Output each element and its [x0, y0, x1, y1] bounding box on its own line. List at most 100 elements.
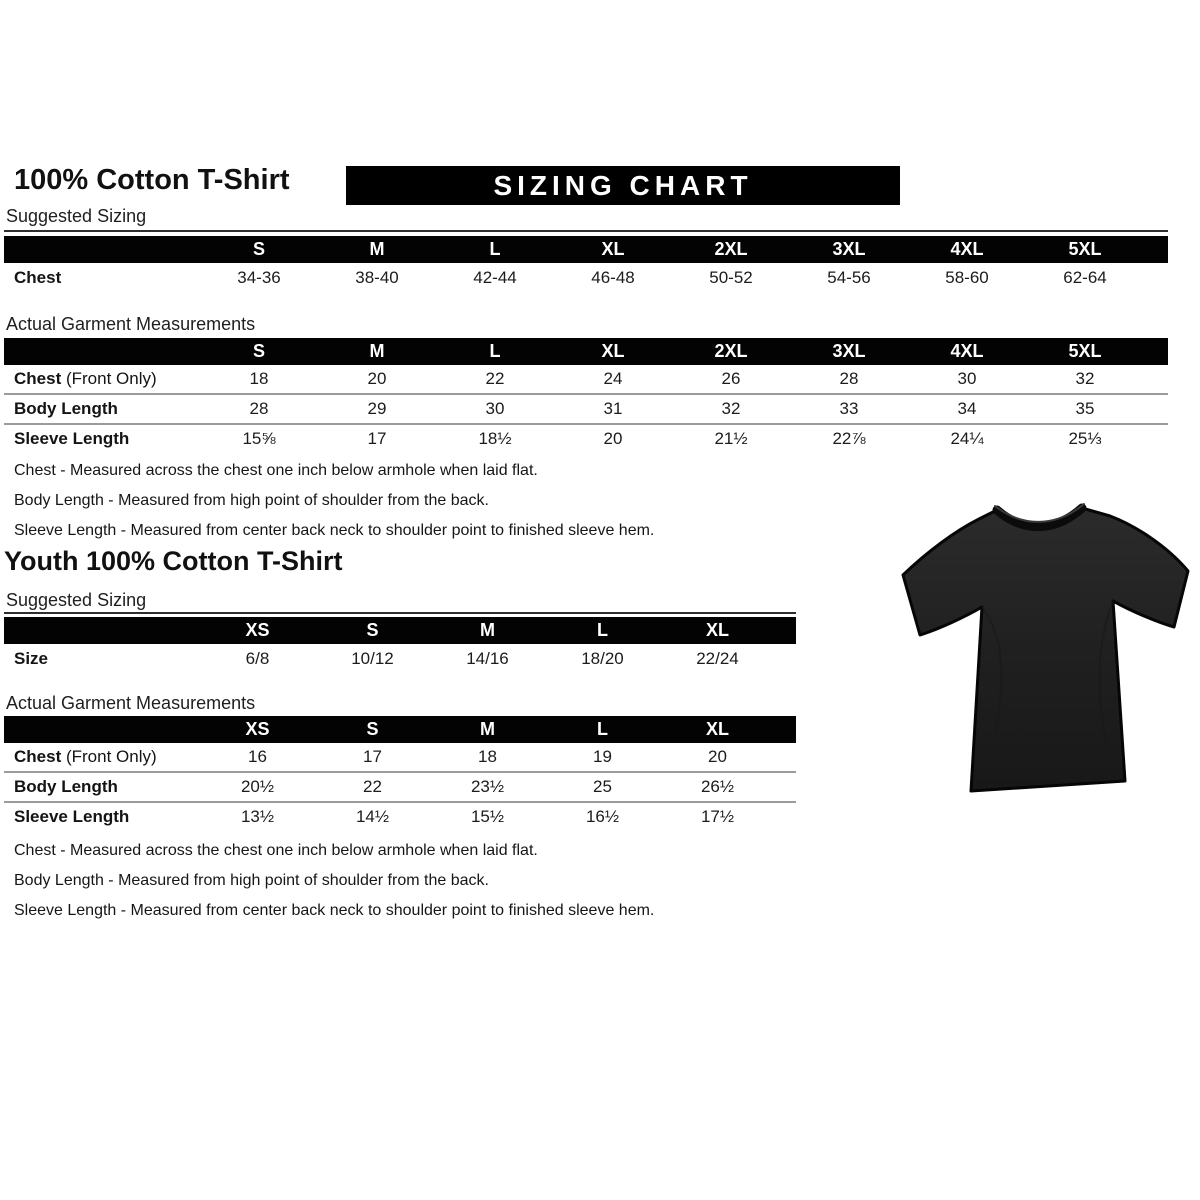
divider-line [4, 230, 1168, 232]
row-label: Body Length [4, 393, 200, 424]
tshirt-illustration [901, 503, 1190, 793]
measurement-value: 28 [200, 393, 318, 424]
measurement-note: Sleeve Length - Measured from center bac… [14, 522, 655, 539]
measurement-note: Body Length - Measured from high point o… [14, 492, 489, 509]
measurement-value: 14/16 [466, 649, 509, 668]
adult-section-title: 100% Cotton T-Shirt [14, 164, 290, 196]
measurement-value: 22 [485, 369, 505, 388]
size-column-header: S [200, 338, 318, 365]
measurement-value: 21½ [672, 423, 790, 453]
measurement-row: Body Length 20½ 22 23½ 25 26½ [4, 771, 796, 802]
measurement-value: 30 [957, 369, 977, 388]
size-column-header: XS [200, 716, 315, 743]
divider-line [4, 612, 796, 614]
measurement-value: 29 [318, 393, 436, 424]
measurement-row: Chest (Front Only) 16 17 18 19 20 [4, 743, 796, 772]
measurement-row: Sleeve Length 15⅝ 17 18½ 20 21½ 22⅞ 24¼ 25⅓ [4, 423, 1168, 453]
row-spacer [775, 771, 796, 802]
youth-actual-measurements-table: XS S M L XL Chest (Front Only) 16 17 18 19 20 Body … [4, 716, 796, 831]
size-column-header: 2XL [672, 236, 790, 263]
measurement-value: 58-60 [945, 268, 989, 287]
size-column-header: 4XL [908, 236, 1026, 263]
measurement-value: 31 [554, 393, 672, 424]
measurement-value: 17 [318, 423, 436, 453]
tshirt-collar [992, 503, 1087, 532]
measurement-value: 19 [593, 747, 612, 766]
size-column-header: XL [554, 236, 672, 263]
youth-measurement-notes: Chest - Measured across the chest one in… [14, 842, 654, 932]
header-spacer [4, 716, 200, 743]
size-column-header: 2XL [672, 338, 790, 365]
measurement-note: Chest - Measured across the chest one in… [14, 842, 538, 859]
measurement-value: 16½ [545, 801, 660, 831]
size-column-header: XL [660, 716, 775, 743]
youth-actual-measurements-label: Actual Garment Measurements [6, 693, 256, 713]
size-column-header: L [545, 716, 660, 743]
measurement-value: 10/12 [351, 649, 394, 668]
size-header-row: XS S M L XL [4, 617, 796, 644]
size-column-header: 5XL [1026, 338, 1144, 365]
measurement-value: 32 [672, 393, 790, 424]
size-column-header: M [318, 236, 436, 263]
row-label: Chest [14, 268, 62, 287]
size-column-header: M [430, 716, 545, 743]
measurement-value: 25⅓ [1026, 423, 1144, 453]
row-spacer [775, 801, 796, 831]
measurement-value: 38-40 [355, 268, 399, 287]
measurement-value: 46-48 [591, 268, 635, 287]
row-spacer [1144, 393, 1168, 424]
size-header-row: S M L XL 2XL 3XL 4XL 5XL [4, 236, 1168, 263]
measurement-value: 30 [436, 393, 554, 424]
size-header-row: XS S M L XL [4, 716, 796, 743]
adult-measurement-notes: Chest - Measured across the chest one in… [14, 462, 654, 552]
measurement-value: 22/24 [696, 649, 739, 668]
measurement-value: 26½ [660, 771, 775, 802]
header-spacer [1144, 338, 1168, 365]
header-spacer [775, 716, 796, 743]
row-spacer [775, 743, 796, 772]
row-label: Sleeve Length [4, 423, 200, 453]
row-label: Body Length [4, 771, 200, 802]
youth-suggested-sizing-label: Suggested Sizing [6, 590, 147, 610]
size-column-header: L [545, 617, 660, 644]
youth-section-title: Youth 100% Cotton T-Shirt [4, 546, 343, 576]
measurement-value: 54-56 [827, 268, 871, 287]
measurement-value: 18 [249, 369, 269, 388]
measurement-row: Sleeve Length 13½ 14½ 15½ 16½ 17½ [4, 801, 796, 831]
measurement-value: 34 [908, 393, 1026, 424]
measurement-value: 20 [367, 369, 387, 388]
size-column-header: XL [554, 338, 672, 365]
row-spacer [1144, 423, 1168, 453]
measurement-value: 34-36 [237, 268, 281, 287]
measurement-value: 26 [721, 369, 741, 388]
measurement-value: 32 [1075, 369, 1095, 388]
header-spacer [1144, 236, 1168, 263]
size-column-header: 4XL [908, 338, 1026, 365]
measurement-value: 24 [603, 369, 623, 388]
measurement-value: 14½ [315, 801, 430, 831]
size-column-header: L [436, 338, 554, 365]
measurement-value: 18½ [436, 423, 554, 453]
measurement-value: 25 [545, 771, 660, 802]
measurement-note: Sleeve Length - Measured from center bac… [14, 902, 655, 919]
measurement-value: 15½ [430, 801, 545, 831]
measurement-value: 18 [478, 747, 497, 766]
size-column-header: 3XL [790, 236, 908, 263]
measurement-value: 42-44 [473, 268, 517, 287]
size-column-header: L [436, 236, 554, 263]
row-spacer [775, 644, 796, 674]
size-column-header: 5XL [1026, 236, 1144, 263]
youth-suggested-sizing-table: XS S M L XL Size 6/8 10/12 14/16 18/20 22/24 [4, 617, 796, 674]
measurement-value: 6/8 [245, 649, 270, 668]
header-spacer [4, 236, 200, 263]
size-column-header: M [318, 338, 436, 365]
measurement-row: Body Length 28 29 30 31 32 33 34 35 [4, 393, 1168, 424]
size-header-row: S M L XL 2XL 3XL 4XL 5XL [4, 338, 1168, 365]
size-column-header: S [315, 617, 430, 644]
measurement-row: Chest (Front Only) 18 20 22 24 26 28 30 32 [4, 365, 1168, 394]
header-spacer [4, 617, 200, 644]
size-column-header: XS [200, 617, 315, 644]
adult-suggested-sizing-label: Suggested Sizing [6, 206, 147, 226]
measurement-value: 50-52 [709, 268, 753, 287]
